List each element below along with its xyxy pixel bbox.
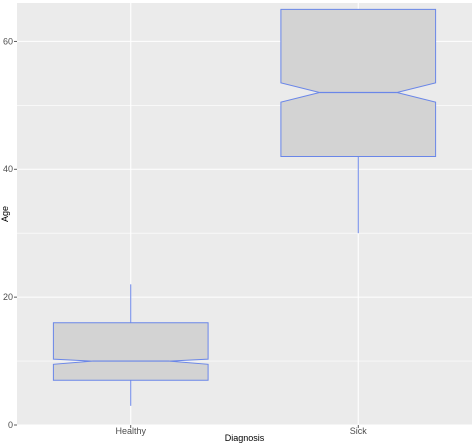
box-sick bbox=[280, 8, 437, 234]
x-tick-label: Sick bbox=[350, 426, 368, 436]
x-tick-label: Healthy bbox=[115, 426, 146, 436]
box-body bbox=[52, 322, 209, 381]
y-tick-label: 40 bbox=[3, 164, 13, 174]
y-axis: 0 20 40 60 bbox=[3, 36, 17, 430]
y-tick-label: 0 bbox=[8, 420, 13, 430]
box-body bbox=[280, 8, 437, 157]
x-axis: Healthy Sick bbox=[115, 425, 367, 436]
y-axis-title: Age bbox=[0, 206, 10, 222]
y-tick-label: 60 bbox=[3, 36, 13, 46]
box-layer bbox=[52, 8, 437, 406]
x-axis-title: Diagnosis bbox=[225, 433, 265, 443]
box-healthy bbox=[52, 284, 209, 406]
y-tick-label: 20 bbox=[3, 292, 13, 302]
